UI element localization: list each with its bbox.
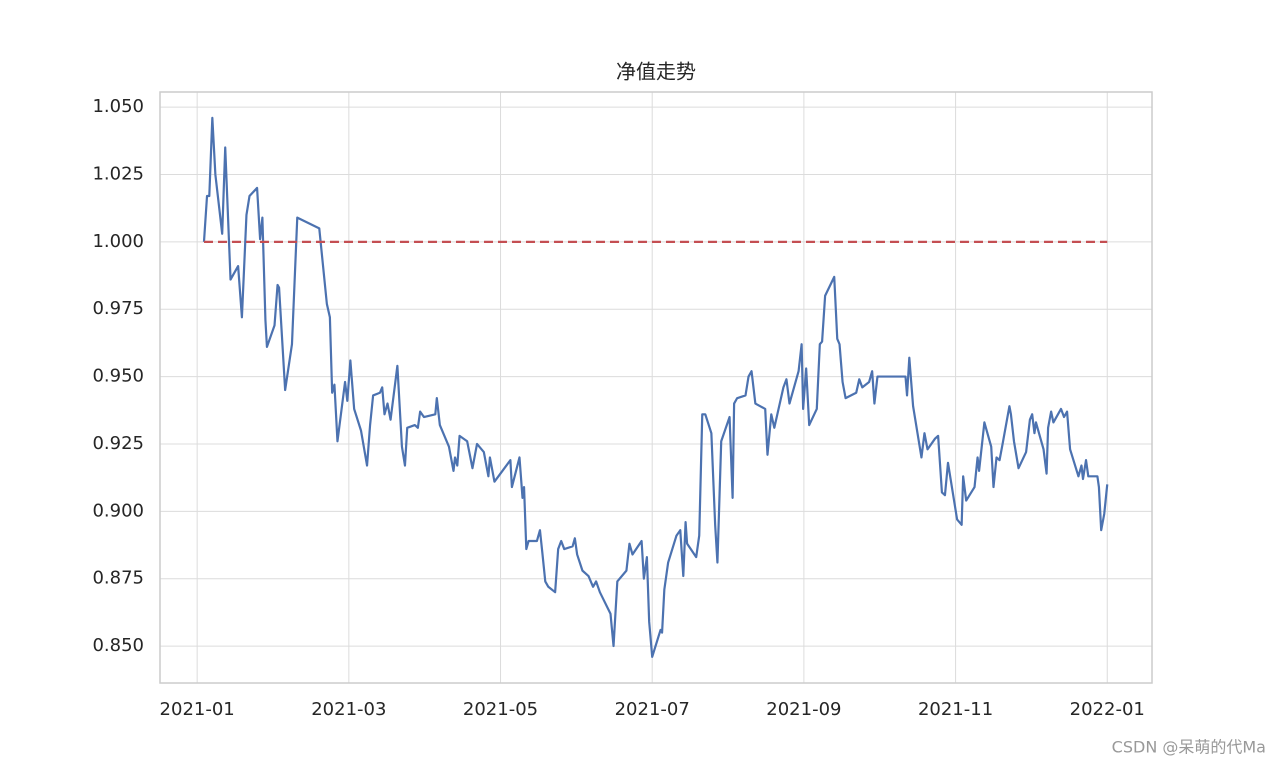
- x-tick-label: 2021-09: [766, 699, 841, 720]
- data-line: [202, 116, 1109, 658]
- y-tick-label: 0.975: [92, 298, 144, 319]
- y-tick-label: 1.025: [92, 163, 144, 184]
- y-tick-label: 0.900: [92, 500, 144, 521]
- x-tick-label: 2021-07: [615, 699, 690, 720]
- chart-title: 净值走势: [616, 60, 696, 84]
- y-tick-label: 0.950: [92, 366, 144, 387]
- watermark: CSDN @呆萌的代Ma: [1112, 738, 1266, 757]
- y-tick-label: 0.925: [92, 433, 144, 454]
- y-tick-label: 0.875: [92, 568, 144, 589]
- x-tick-label: 2021-01: [160, 699, 235, 720]
- x-tick-label: 2021-05: [463, 699, 538, 720]
- x-tick-label: 2021-11: [918, 699, 993, 720]
- y-tick-label: 1.050: [92, 96, 144, 117]
- x-tick-label: 2022-01: [1070, 699, 1145, 720]
- x-tick-label: 2021-03: [311, 699, 386, 720]
- y-tick-label: 1.000: [92, 231, 144, 252]
- y-tick-label: 0.850: [92, 635, 144, 656]
- plot-frame: [159, 91, 1153, 684]
